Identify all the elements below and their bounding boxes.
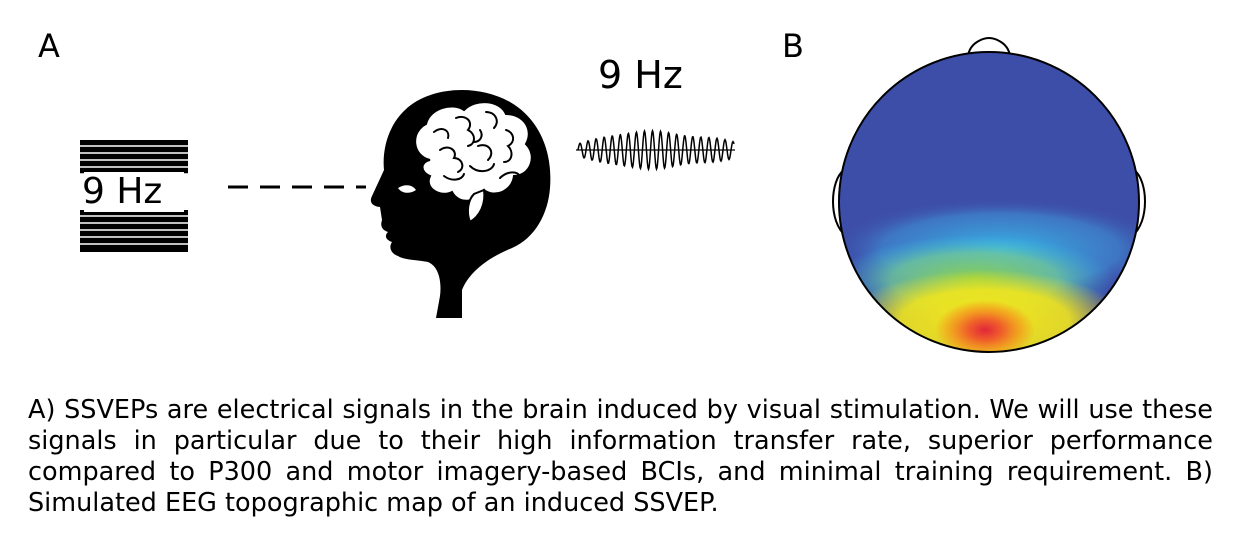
head-silhouette-icon: [370, 90, 551, 318]
stimulus-frequency-label: 9 Hz: [80, 174, 194, 210]
figure-graphics: [80, 36, 1146, 353]
eeg-topomap: [832, 36, 1146, 353]
ssvep-waveform: [576, 128, 735, 172]
figure: A B 9 Hz 9 Hz: [38, 27, 1146, 353]
panel-label-a: A: [38, 27, 60, 65]
figure-caption: A) SSVEPs are electrical signals in the …: [28, 395, 1213, 518]
waveform-frequency-label: 9 Hz: [598, 53, 683, 97]
panel-label-b: B: [782, 27, 804, 65]
